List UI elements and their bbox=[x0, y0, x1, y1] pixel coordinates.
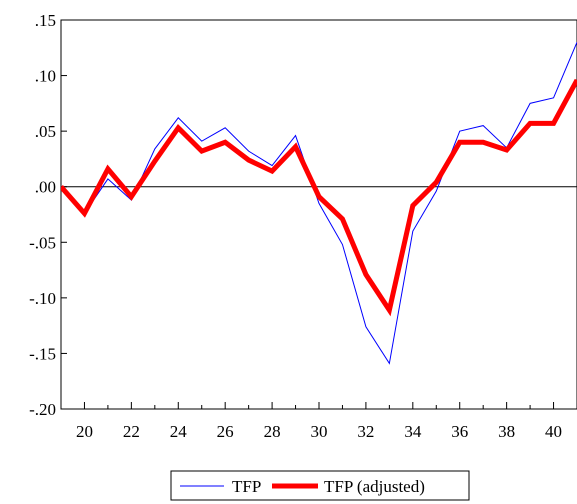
x-tick-label: 36 bbox=[451, 422, 468, 441]
x-tick-label: 40 bbox=[545, 422, 562, 441]
legend-label-tfp: TFP bbox=[232, 477, 261, 496]
y-tick-label: -.20 bbox=[29, 400, 56, 419]
legend: TFP TFP (adjusted) bbox=[170, 470, 470, 501]
y-tick-label: -.15 bbox=[29, 344, 56, 363]
y-tick-label: -.05 bbox=[29, 233, 56, 252]
x-tick-label: 32 bbox=[357, 422, 374, 441]
series-layer bbox=[61, 42, 577, 365]
series-line-tfp-adjusted bbox=[61, 78, 577, 317]
y-tick-label: -.10 bbox=[29, 289, 56, 308]
x-tick-label: 34 bbox=[404, 422, 422, 441]
plot-frame bbox=[60, 19, 577, 410]
legend-label-tfp-adjusted: TFP (adjusted) bbox=[324, 477, 425, 496]
x-tick-label: 30 bbox=[311, 422, 328, 441]
x-tick-label: 24 bbox=[170, 422, 188, 441]
y-tick-label: .10 bbox=[35, 67, 56, 86]
y-tick-label: .15 bbox=[35, 11, 56, 30]
x-tick-label: 38 bbox=[498, 422, 515, 441]
y-tick-label: .00 bbox=[35, 178, 56, 197]
x-axis: 20 22 24 26 28 30 32 34 36 38 40 bbox=[76, 402, 562, 441]
x-tick-label: 28 bbox=[264, 422, 281, 441]
x-tick-label: 26 bbox=[217, 422, 234, 441]
x-tick-label: 22 bbox=[123, 422, 140, 441]
y-axis: .15 .10 .05 .00 -.05 -.10 -.15 -.20 bbox=[29, 11, 67, 419]
y-tick-label: .05 bbox=[35, 122, 56, 141]
series-line-tfp bbox=[61, 42, 577, 365]
x-tick-label: 20 bbox=[76, 422, 93, 441]
